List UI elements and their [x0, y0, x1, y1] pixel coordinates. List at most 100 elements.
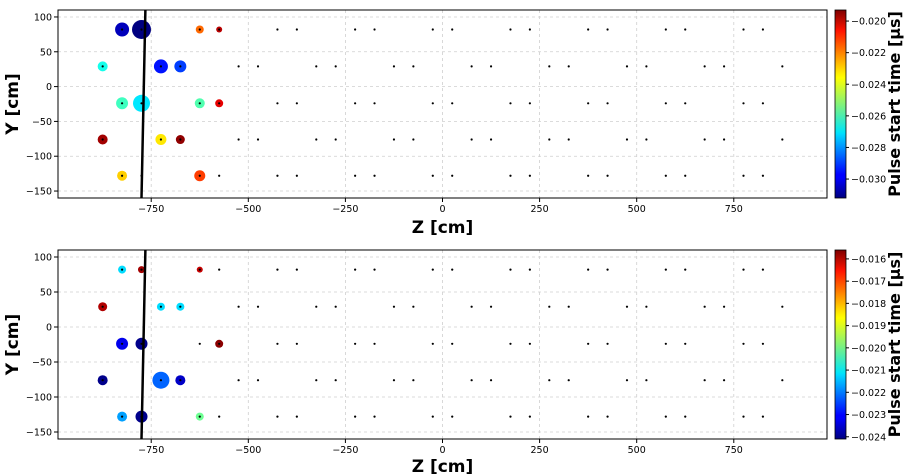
detector-dot [451, 342, 454, 345]
detector-dot [276, 342, 279, 345]
detector-dot [645, 379, 648, 382]
colorbar-tick-label: −0.020 [851, 17, 886, 28]
detector-dot [625, 379, 629, 382]
detector-dot [470, 379, 473, 382]
x-tick-label: 500 [628, 204, 646, 215]
x-tick-label: 0 [439, 204, 445, 215]
hit-point-center [101, 305, 104, 308]
detector-dot [528, 28, 531, 31]
y-tick-label: 0 [46, 82, 52, 93]
hit-point-center [179, 65, 182, 68]
x-axis-label: Z [cm] [412, 457, 474, 475]
detector-dot [761, 415, 765, 418]
detector-dot [761, 174, 765, 177]
colorbar-tick-label: −0.024 [851, 432, 886, 443]
detector-dot [684, 174, 687, 177]
y-tick-label: −150 [26, 187, 52, 198]
colorbar-tick-label: −0.030 [851, 175, 886, 186]
detector-dot [334, 379, 337, 382]
detector-dot [587, 268, 590, 271]
detector-dot [548, 65, 551, 68]
detector-dot [315, 305, 318, 308]
detector-dot [684, 28, 687, 31]
hit-point-center [198, 174, 201, 177]
detector-dot [606, 342, 609, 345]
detector-dot [625, 305, 629, 308]
detector-dot [528, 102, 531, 105]
detector-dot [645, 305, 648, 308]
colorbar-tick-label: −0.023 [851, 410, 886, 421]
y-tick-label: 0 [46, 323, 52, 334]
detector-dot [742, 415, 745, 418]
detector-dot [237, 305, 240, 308]
detector-dot [218, 174, 221, 177]
y-tick-label: 50 [40, 288, 52, 299]
detector-dot [295, 415, 298, 418]
detector-dot [509, 28, 512, 31]
y-tick-label: 50 [40, 47, 52, 58]
detector-dot [392, 379, 396, 382]
detector-dot [606, 174, 609, 177]
hit-point-center [120, 415, 124, 418]
detector-dot [451, 102, 454, 105]
detector-dot [664, 102, 667, 105]
detector-dot [276, 415, 279, 418]
hit-point-center [218, 102, 221, 105]
y-tick-label: 100 [34, 12, 52, 23]
detector-dot [256, 379, 260, 382]
hit-point-center [198, 415, 201, 418]
detector-dot [334, 305, 337, 308]
hit-point-center [179, 305, 182, 308]
detector-dot [470, 305, 473, 308]
detector-dot [276, 102, 279, 105]
detector-dot [392, 305, 396, 308]
detector-dot [295, 174, 298, 177]
plot-frame [57, 9, 828, 199]
detector-dot [684, 342, 687, 345]
detector-dot [664, 174, 667, 177]
detector-dot [781, 379, 784, 382]
hit-point-center [120, 174, 124, 177]
detector-dot [509, 102, 512, 105]
hit-point-center [198, 28, 201, 31]
hit-point-center [179, 379, 182, 382]
detector-dot [295, 342, 298, 345]
detector-dot [781, 65, 784, 68]
detector-dot [354, 174, 357, 177]
detector-dot [548, 305, 551, 308]
detector-dot [509, 415, 512, 418]
bottom-scatter-panel: −750 −500 −250 0 250 500 750100500−50−100−150Z… [3, 249, 904, 475]
detector-dot [470, 138, 473, 141]
detector-dot [256, 65, 260, 68]
detector-dot [606, 415, 609, 418]
hit-point-center [120, 102, 124, 105]
detector-dot [354, 268, 357, 271]
detector-dot [645, 138, 648, 141]
detector-dot [315, 138, 318, 141]
detector-dot [664, 268, 667, 271]
x-tick-label: 0 [439, 445, 445, 456]
colorbar-tick-label: −0.017 [851, 277, 886, 288]
hit-point-center [140, 342, 143, 345]
detector-dot [373, 174, 376, 177]
y-tick-label: −50 [32, 358, 52, 369]
detector-dot [354, 415, 357, 418]
detector-dot [761, 268, 765, 271]
y-tick-label: −50 [32, 117, 52, 128]
colorbar-frame [834, 9, 847, 199]
detector-dot [295, 102, 298, 105]
x-axis-label: Z [cm] [412, 218, 474, 238]
detector-dot [625, 65, 629, 68]
colorbar-tick-label: −0.019 [851, 321, 886, 332]
detector-dot [548, 138, 551, 141]
detector-dot [664, 415, 667, 418]
detector-dot [198, 342, 201, 345]
detector-dot [722, 305, 726, 308]
y-tick-label: −100 [26, 393, 52, 404]
detector-dot [722, 138, 726, 141]
y-tick-label: −100 [26, 152, 52, 163]
y-tick-label: 100 [34, 253, 52, 264]
detector-dot [237, 65, 240, 68]
detector-dot [373, 102, 376, 105]
